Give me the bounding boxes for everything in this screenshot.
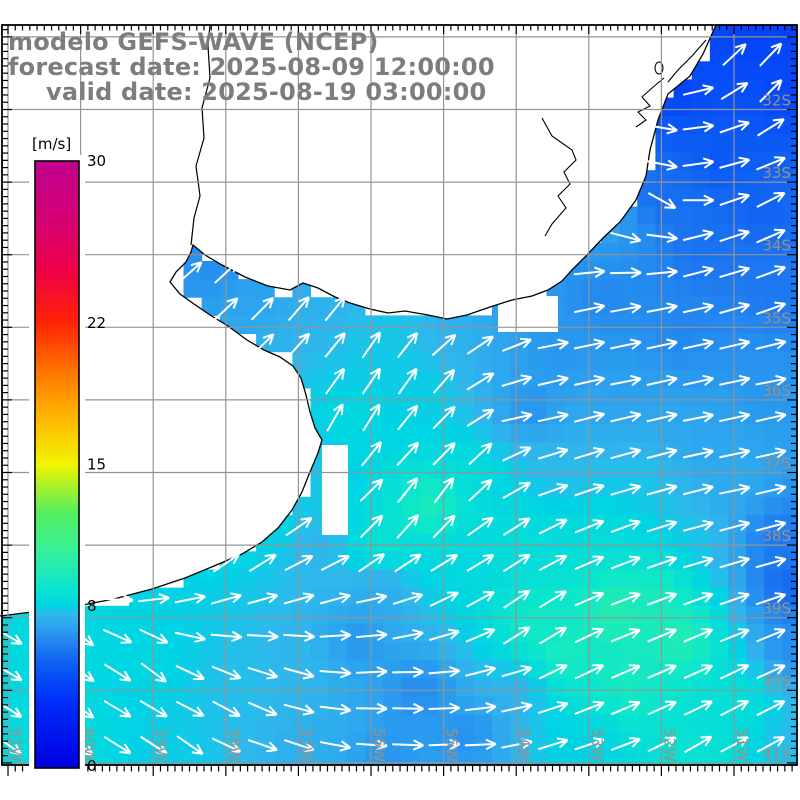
lagoon-line-2 — [541, 117, 577, 237]
lon-label: 51W — [733, 728, 751, 762]
lat-label: 39S — [762, 600, 791, 618]
lon-label: 57W — [297, 728, 315, 762]
coastal-lagoon-blob — [654, 61, 664, 75]
colorbar-tick-label: 15 — [87, 456, 106, 474]
lon-label: 59W — [152, 728, 170, 762]
lon-label: 58W — [225, 728, 243, 762]
lagoon-line-1 — [635, 77, 665, 128]
colorbar-tick-label: 30 — [87, 152, 106, 170]
colorbar: [m/s] 0 8 15 22 30 — [29, 135, 106, 776]
lon-label: 61W — [7, 728, 25, 762]
axis-ticks — [2, 25, 797, 776]
lat-label: 34S — [762, 237, 791, 255]
land-mass — [0, 25, 716, 616]
colorbar-tick-label: 8 — [87, 597, 97, 615]
lon-label: 56W — [370, 728, 388, 762]
lat-label: 37S — [762, 455, 791, 473]
river-line — [190, 24, 211, 246]
colorbar-tick-label: 0 — [87, 757, 97, 775]
lat-label: 40S — [762, 672, 791, 690]
lon-label: 55W — [443, 728, 461, 762]
coastline — [0, 24, 717, 617]
lon-label: 53W — [588, 728, 606, 762]
colorbar-gradient — [34, 160, 80, 769]
nearshore-mask — [322, 296, 558, 535]
colorbar-unit-label: [m/s] — [32, 135, 71, 153]
lagoon-line-0 — [667, 39, 707, 83]
colorbar-tick-label: 22 — [87, 314, 106, 332]
lon-label: 52W — [660, 728, 678, 762]
lon-label: 54W — [515, 728, 533, 762]
lat-label: 38S — [762, 527, 791, 545]
lat-label: 33S — [762, 164, 791, 182]
wave-field-cells — [2, 25, 797, 765]
lat-label: 35S — [762, 309, 791, 327]
lat-label: 41S — [762, 745, 791, 763]
lat-label: 32S — [762, 92, 791, 110]
lat-label: 36S — [762, 382, 791, 400]
